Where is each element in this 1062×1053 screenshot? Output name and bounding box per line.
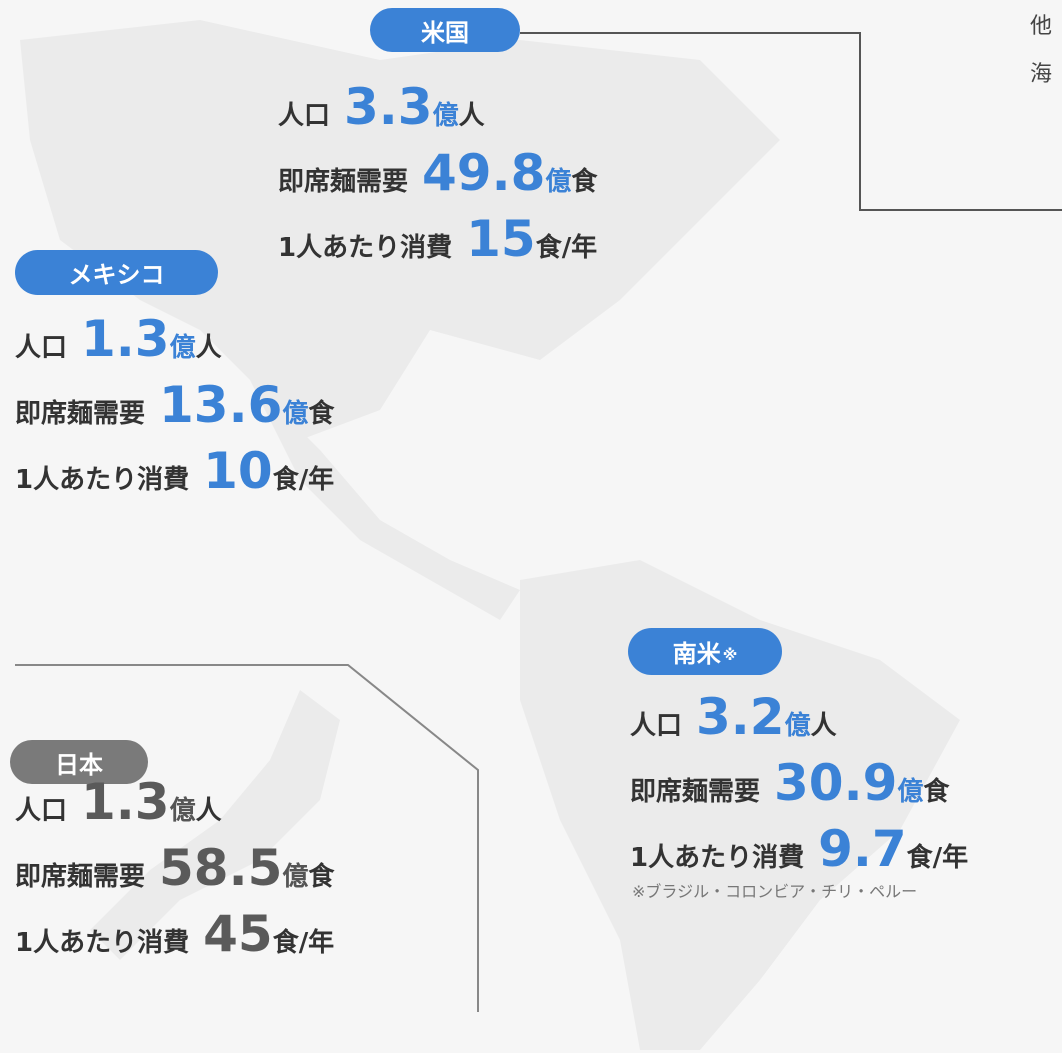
region-pill: 米国 bbox=[370, 8, 520, 52]
stat-unit: 食 bbox=[308, 862, 335, 892]
side-text: 海 bbox=[1030, 62, 1053, 87]
stat-unit-accent: 億 bbox=[169, 333, 196, 363]
stat-unit-accent: 億 bbox=[784, 711, 811, 741]
stat-row: 1人あたり消費 9.7 食/年 bbox=[630, 820, 968, 886]
stat-unit-accent: 億 bbox=[282, 862, 309, 892]
stat-label: 1人あたり消費 bbox=[15, 465, 190, 495]
region-name: メキシコ bbox=[68, 261, 165, 289]
stat-value: 13.6 bbox=[159, 376, 283, 434]
south-america bbox=[520, 560, 960, 1050]
japan-map bbox=[90, 690, 340, 960]
region-name: 南米 bbox=[672, 640, 721, 668]
region-note: ※ bbox=[722, 645, 738, 664]
stat-value: 1.3 bbox=[81, 773, 170, 831]
connector-line bbox=[520, 32, 1062, 211]
stat-row: 人口 1.3 億人 bbox=[15, 310, 334, 376]
stat-label: 1人あたり消費 bbox=[278, 233, 453, 263]
stat-label: 1人あたり消費 bbox=[15, 928, 190, 958]
stat-label: 即席麺需要 bbox=[15, 862, 146, 892]
region-name: 日本 bbox=[55, 750, 103, 779]
stat-unit: 人 bbox=[810, 711, 837, 741]
stat-value: 3.2 bbox=[696, 688, 785, 746]
stat-row: 1人あたり消費 15 食/年 bbox=[278, 210, 597, 276]
region-name: 米国 bbox=[421, 18, 469, 47]
stat-row: 人口 1.3 億人 bbox=[15, 773, 334, 839]
stat-value: 58.5 bbox=[159, 839, 283, 897]
frame-line bbox=[15, 664, 479, 1012]
stat-unit: 食 bbox=[308, 399, 335, 429]
stat-value: 45 bbox=[203, 905, 273, 963]
stat-value: 3.3 bbox=[344, 78, 433, 136]
stat-unit-accent: 億 bbox=[169, 796, 196, 826]
stat-unit-accent: 億 bbox=[897, 777, 924, 807]
side-text: 他 bbox=[1030, 14, 1053, 39]
stat-unit: 食/年 bbox=[535, 233, 598, 263]
stat-unit-accent: 億 bbox=[432, 101, 459, 131]
stat-label: 人口 bbox=[15, 333, 68, 363]
stat-label: 即席麺需要 bbox=[278, 167, 409, 197]
region-pill: 日本 bbox=[10, 740, 148, 784]
stat-value: 30.9 bbox=[774, 754, 898, 812]
stat-row: 人口 3.3 億人 bbox=[278, 78, 597, 144]
stat-label: 人口 bbox=[630, 711, 683, 741]
stat-row: 1人あたり消費 45 食/年 bbox=[15, 905, 334, 971]
stat-unit: 食 bbox=[571, 167, 598, 197]
central-america bbox=[250, 380, 520, 620]
stat-unit-accent: 億 bbox=[282, 399, 309, 429]
stat-row: 即席麺需要 30.9 億食 bbox=[630, 754, 968, 820]
stats-block: 人口 1.3 億人即席麺需要 58.5 億食 1人あたり消費 45 食/年 bbox=[15, 773, 334, 971]
stat-unit: 食/年 bbox=[906, 843, 969, 873]
stat-label: 即席麺需要 bbox=[15, 399, 146, 429]
stat-unit: 人 bbox=[195, 796, 222, 826]
stat-unit: 食/年 bbox=[272, 465, 335, 495]
stat-row: 即席麺需要 49.8 億食 bbox=[278, 144, 597, 210]
stat-label: 即席麺需要 bbox=[630, 777, 761, 807]
stat-label: 人口 bbox=[278, 101, 331, 131]
stat-unit: 食 bbox=[923, 777, 950, 807]
region-pill: 南米 ※ bbox=[628, 628, 782, 675]
stat-unit: 人 bbox=[458, 101, 485, 131]
stat-unit: 人 bbox=[195, 333, 222, 363]
stat-label: 人口 bbox=[15, 796, 68, 826]
stat-row: 即席麺需要 13.6 億食 bbox=[15, 376, 334, 442]
north-america bbox=[20, 20, 780, 440]
stats-block: 人口 3.2 億人即席麺需要 30.9 億食 1人あたり消費 9.7 食/年 bbox=[630, 688, 968, 886]
region-pill: メキシコ bbox=[15, 250, 218, 295]
stat-row: 人口 3.2 億人 bbox=[630, 688, 968, 754]
stat-value: 15 bbox=[466, 210, 536, 268]
stat-unit-accent: 億 bbox=[545, 167, 572, 197]
stat-value: 10 bbox=[203, 442, 273, 500]
stats-block: 人口 1.3 億人即席麺需要 13.6 億食 1人あたり消費 10 食/年 bbox=[15, 310, 334, 508]
stat-value: 1.3 bbox=[81, 310, 170, 368]
stats-block: 人口 3.3 億人即席麺需要 49.8 億食 1人あたり消費 15 食/年 bbox=[278, 78, 597, 276]
stat-value: 49.8 bbox=[422, 144, 546, 202]
stat-value: 9.7 bbox=[818, 820, 907, 878]
footnote: ※ブラジル・コロンビア・チリ・ペルー bbox=[632, 882, 918, 901]
stat-row: 即席麺需要 58.5 億食 bbox=[15, 839, 334, 905]
stat-label: 1人あたり消費 bbox=[630, 843, 805, 873]
stat-unit: 食/年 bbox=[272, 928, 335, 958]
stat-row: 1人あたり消費 10 食/年 bbox=[15, 442, 334, 508]
